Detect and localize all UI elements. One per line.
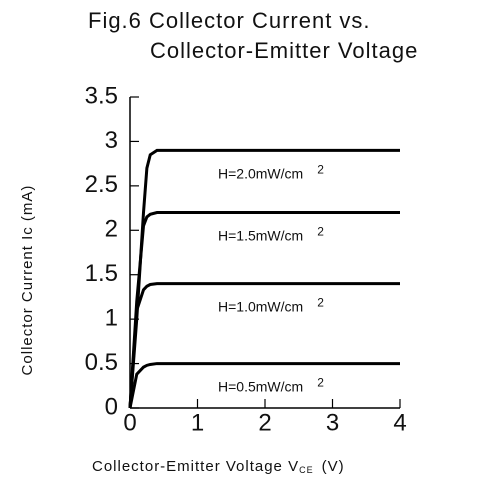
x-axis-label: Collector-Emitter Voltage VCE (V) [92, 458, 345, 475]
series-label-name: H=1.0mW/cm [218, 298, 303, 314]
series-label: H=2.0mW/cm 2 [218, 162, 324, 181]
y-tick-label: 2 [105, 216, 118, 243]
series-label-name: H=2.0mW/cm [218, 165, 303, 181]
y-tick-label: 3.5 [85, 82, 118, 109]
series-label-name: H=0.5mW/cm [218, 378, 303, 394]
y-tick-label: 1.5 [85, 260, 118, 287]
y-tick-label: 3 [105, 127, 118, 154]
curve [128, 211, 400, 409]
chart-title: Fig.6 Collector Current vs. [88, 8, 371, 33]
series-label: H=1.5mW/cm 2 [218, 225, 324, 244]
y-tick-label: 2.5 [85, 171, 118, 198]
y-tick-label: 1 [105, 304, 118, 331]
curve [128, 148, 400, 409]
x-tick-label: 0 [123, 409, 136, 436]
series-label-sup: 2 [317, 296, 324, 310]
x-axis-label-main: Collector-Emitter Voltage V [92, 458, 299, 475]
chart-title: Collector-Emitter Voltage [150, 38, 418, 63]
x-tick-label: 1 [191, 409, 204, 436]
y-tick-label: 0.5 [85, 349, 118, 376]
x-tick-label: 4 [393, 409, 406, 436]
series-label-sup: 2 [317, 376, 324, 390]
series-label-sup: 2 [317, 162, 324, 176]
x-axis-label-sub: CE [299, 465, 314, 475]
series-label: H=0.5mW/cm 2 [218, 376, 324, 395]
series-label-name: H=1.5mW/cm [218, 227, 303, 243]
curve [128, 282, 400, 409]
series-label: H=1.0mW/cm 2 [218, 296, 324, 315]
curve [128, 362, 400, 409]
x-tick-label: 3 [326, 409, 339, 436]
y-axis-label: Collector Current Ic (mA) [19, 185, 36, 376]
y-tick-label: 0 [105, 393, 118, 420]
x-tick-label: 2 [258, 409, 271, 436]
x-axis-label-unit: (V) [322, 458, 345, 475]
series-label-sup: 2 [317, 225, 324, 239]
